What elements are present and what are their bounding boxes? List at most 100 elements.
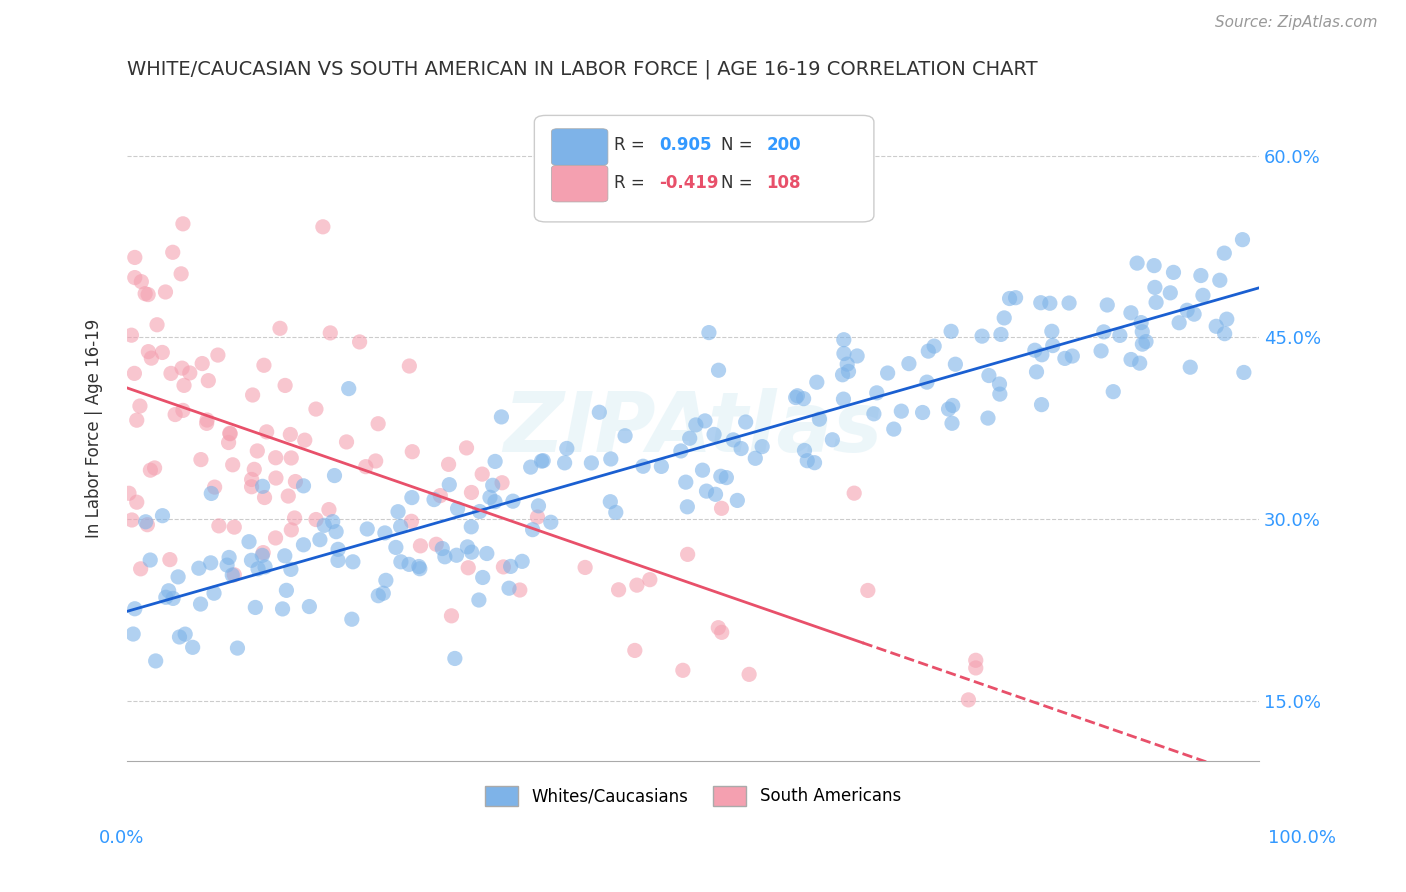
Point [169, 630, 191, 644]
Point [703, 427, 725, 442]
Point [264, 471, 287, 485]
Point [152, 508, 174, 523]
Point [389, 555, 412, 569]
Point [292, 479, 315, 493]
Point [172, 217, 194, 231]
Point [484, 494, 506, 508]
Point [1143, 280, 1166, 294]
Point [1126, 256, 1149, 270]
Point [218, 435, 240, 450]
Point [911, 405, 934, 419]
Point [159, 552, 181, 566]
Point [856, 583, 879, 598]
Point [276, 583, 298, 598]
Point [1042, 338, 1064, 352]
Point [1180, 360, 1202, 375]
Point [1143, 259, 1166, 273]
Point [499, 559, 522, 574]
Point [446, 548, 468, 562]
Point [530, 454, 553, 468]
Point [373, 586, 395, 600]
Point [588, 405, 610, 419]
Point [245, 600, 267, 615]
Point [605, 505, 627, 519]
Point [170, 361, 193, 376]
Point [1109, 328, 1132, 343]
Point [385, 541, 408, 555]
Point [174, 627, 197, 641]
FancyBboxPatch shape [551, 165, 607, 202]
Point [710, 469, 733, 483]
Point [897, 357, 920, 371]
Point [401, 444, 423, 458]
Point [118, 486, 141, 500]
Point [624, 643, 647, 657]
Point [124, 251, 146, 265]
Point [554, 456, 576, 470]
Point [252, 546, 274, 560]
Point [1029, 295, 1052, 310]
Point [340, 612, 363, 626]
Point [676, 500, 699, 514]
Point [531, 453, 554, 467]
Point [150, 345, 173, 359]
Point [1102, 384, 1125, 399]
Point [1163, 265, 1185, 279]
Point [246, 444, 269, 458]
Point [124, 601, 146, 615]
Point [527, 499, 550, 513]
Point [744, 451, 766, 466]
Point [457, 561, 479, 575]
Point [693, 414, 716, 428]
Point [312, 219, 335, 234]
Point [253, 358, 276, 372]
Point [202, 586, 225, 600]
Text: Source: ZipAtlas.com: Source: ZipAtlas.com [1215, 15, 1378, 29]
Point [284, 475, 307, 489]
Point [707, 363, 730, 377]
Point [364, 454, 387, 468]
Point [990, 327, 1012, 342]
Point [374, 574, 396, 588]
Point [425, 537, 447, 551]
Point [354, 459, 377, 474]
Point [162, 245, 184, 260]
Point [1216, 312, 1239, 326]
Point [326, 553, 349, 567]
Point [139, 553, 162, 567]
Point [240, 473, 263, 487]
Point [432, 541, 454, 556]
Point [170, 267, 193, 281]
Point [786, 389, 808, 403]
Point [145, 654, 167, 668]
Point [832, 333, 855, 347]
Point [1090, 343, 1112, 358]
Point [1129, 356, 1152, 370]
Point [710, 625, 733, 640]
Point [939, 324, 962, 338]
Point [614, 428, 637, 442]
Point [844, 486, 866, 500]
FancyBboxPatch shape [551, 128, 607, 165]
Point [433, 549, 456, 564]
Point [200, 556, 222, 570]
Point [284, 511, 307, 525]
Point [491, 409, 513, 424]
Point [977, 411, 1000, 425]
Point [387, 505, 409, 519]
Point [226, 641, 249, 656]
Point [695, 484, 717, 499]
Point [165, 408, 187, 422]
Point [187, 561, 209, 575]
Point [1209, 273, 1232, 287]
Point [440, 608, 463, 623]
Point [280, 562, 302, 576]
Point [821, 433, 844, 447]
FancyBboxPatch shape [534, 115, 875, 222]
Point [121, 513, 143, 527]
Point [697, 326, 720, 340]
Point [941, 417, 963, 431]
Point [167, 570, 190, 584]
Point [945, 357, 967, 371]
Point [478, 491, 501, 505]
